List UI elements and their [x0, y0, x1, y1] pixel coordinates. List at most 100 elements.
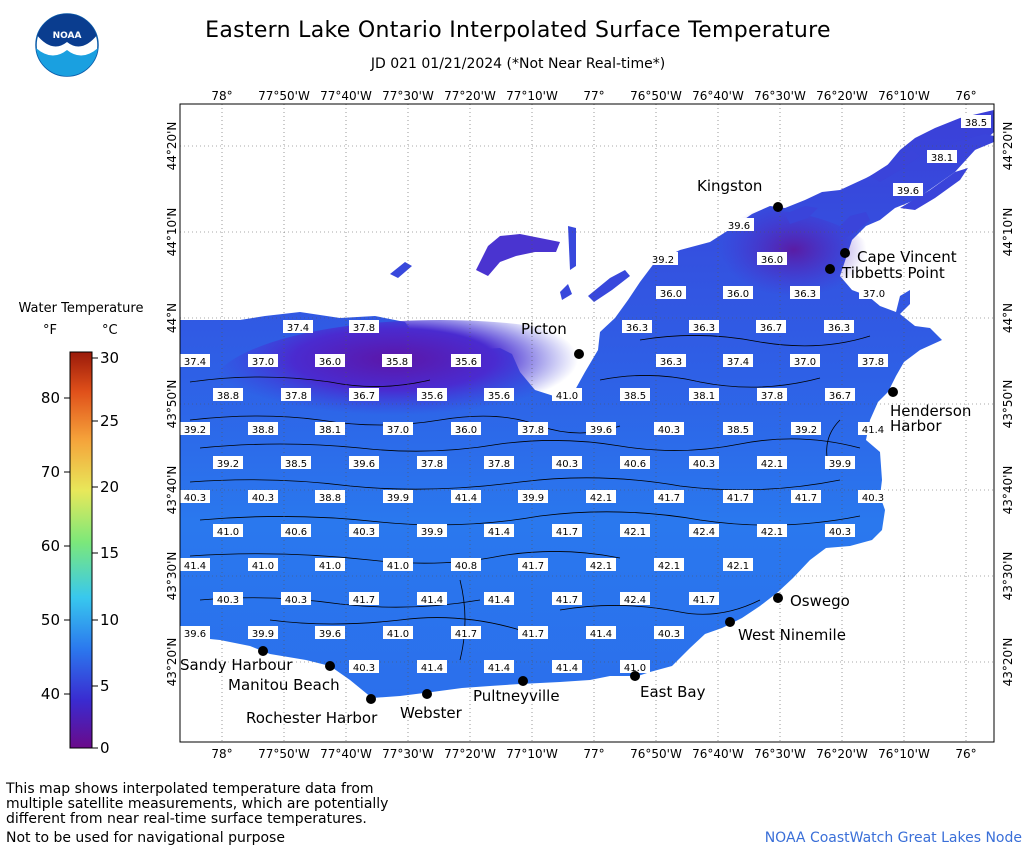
lon-labels-top: 78° 77°50'W 77°40'W 77°30'W 77°20'W 77°1…	[211, 89, 976, 103]
temp-label: 39.6	[180, 626, 210, 640]
temp-label: 39.9	[248, 626, 278, 640]
lon-label: 77°10'W	[506, 747, 558, 761]
temp-label-box	[349, 524, 379, 537]
temp-label: 41.0	[248, 558, 278, 572]
temp-label-box	[417, 456, 447, 469]
lon-labels-bottom: 78° 77°50'W 77°40'W 77°30'W 77°20'W 77°1…	[211, 747, 976, 761]
temp-label-box	[383, 490, 413, 503]
place-oswego: Oswego	[790, 592, 850, 610]
temp-label-box	[654, 558, 684, 571]
temp-value: 41.4	[488, 527, 510, 538]
temp-value: 41.0	[624, 663, 646, 674]
isotherm-contours	[189, 335, 871, 661]
temp-value: 38.5	[965, 118, 987, 129]
disclaimer-note: This map shows interpolated temperature …	[6, 782, 388, 827]
temp-label-box	[858, 354, 888, 367]
temp-label: 37.4	[180, 354, 210, 368]
temp-value: 37.8	[761, 391, 783, 402]
temp-label: 42.1	[723, 558, 753, 572]
temp-value: 35.6	[488, 391, 510, 402]
temp-label-box	[518, 490, 548, 503]
temp-label-box	[383, 558, 413, 571]
lon-label: 76°20'W	[816, 89, 868, 103]
temp-label-box	[689, 524, 719, 537]
temp-value: 36.0	[761, 255, 783, 266]
temp-label-box	[927, 150, 957, 163]
place-east-bay: East Bay	[640, 683, 706, 701]
temp-value: 35.8	[386, 357, 408, 368]
temp-label-box	[893, 183, 923, 196]
temp-label-box	[484, 592, 514, 605]
temp-value: 40.3	[693, 459, 715, 470]
marker-east-bay	[630, 671, 640, 681]
inlet-point	[560, 284, 572, 300]
temp-value: 41.4	[488, 595, 510, 606]
temp-label: 36.3	[622, 320, 652, 334]
temp-label-box	[620, 388, 650, 401]
lon-label: 77°40'W	[320, 89, 372, 103]
marker-tibbetts-point	[825, 264, 835, 274]
temp-label-box	[791, 422, 821, 435]
temp-value: 39.9	[387, 493, 409, 504]
temp-label-box	[349, 320, 379, 333]
lat-label: 44°20'N	[1001, 122, 1015, 171]
marker-manitou-beach	[325, 661, 335, 671]
legend-c-tick: 5	[100, 677, 110, 695]
temp-value: 40.3	[658, 425, 680, 436]
temp-value: 39.9	[522, 493, 544, 504]
temp-label: 37.0	[383, 422, 413, 436]
temp-label: 36.3	[656, 354, 686, 368]
temp-label-box	[552, 456, 582, 469]
temp-label-box	[757, 456, 787, 469]
temp-label: 41.4	[417, 660, 447, 674]
temp-label-box	[790, 354, 820, 367]
temp-value: 42.1	[590, 493, 612, 504]
temp-label: 41.7	[451, 626, 481, 640]
temp-label: 37.8	[518, 422, 548, 436]
temp-label: 35.6	[417, 388, 447, 402]
legend-f-tick: 70	[40, 463, 60, 481]
temp-label: 40.3	[213, 592, 243, 606]
marker-webster	[422, 689, 432, 699]
lon-label: 76°	[955, 89, 976, 103]
lon-label: 76°	[955, 747, 976, 761]
marker-henderson-harbor	[888, 387, 898, 397]
temp-label: 37.8	[281, 388, 311, 402]
temp-value: 39.6	[728, 221, 750, 232]
lat-label: 43°30'N	[165, 552, 179, 601]
legend-c-tick: 25	[100, 412, 120, 430]
temp-value: 41.4	[455, 493, 477, 504]
temp-value: 41.0	[217, 527, 239, 538]
temp-label: 40.3	[180, 490, 210, 504]
temp-label: 38.5	[961, 115, 991, 129]
map-title: Eastern Lake Ontario Interpolated Surfac…	[205, 18, 831, 43]
temp-value: 37.8	[285, 391, 307, 402]
temp-value: 39.2	[184, 425, 206, 436]
temp-label: 39.9	[518, 490, 548, 504]
temp-label: 40.3	[825, 524, 855, 538]
temp-label: 38.5	[281, 456, 311, 470]
temp-label-box	[213, 456, 243, 469]
temp-label: 38.1	[927, 150, 957, 164]
temp-value: 41.7	[353, 595, 375, 606]
temp-value: 37.4	[727, 357, 749, 368]
temp-label: 39.6	[586, 422, 616, 436]
temp-label-box	[248, 354, 278, 367]
temp-label: 42.1	[586, 490, 616, 504]
temp-label: 41.4	[552, 660, 582, 674]
temp-label: 41.0	[315, 558, 345, 572]
temp-label: 42.4	[689, 524, 719, 538]
lon-label: 76°30'W	[754, 747, 806, 761]
temp-label-box	[620, 456, 650, 469]
legend-c-tick: 0	[100, 739, 110, 757]
temp-label: 42.1	[757, 524, 787, 538]
temp-label-box	[552, 524, 582, 537]
temp-label: 36.0	[315, 354, 345, 368]
temp-label-box	[417, 660, 447, 673]
legend-f-tick: 50	[40, 611, 60, 629]
temp-value: 39.9	[252, 629, 274, 640]
temp-label: 41.7	[518, 626, 548, 640]
place-cape-vincent: Cape Vincent	[857, 248, 957, 266]
temp-value: 39.6	[897, 186, 919, 197]
